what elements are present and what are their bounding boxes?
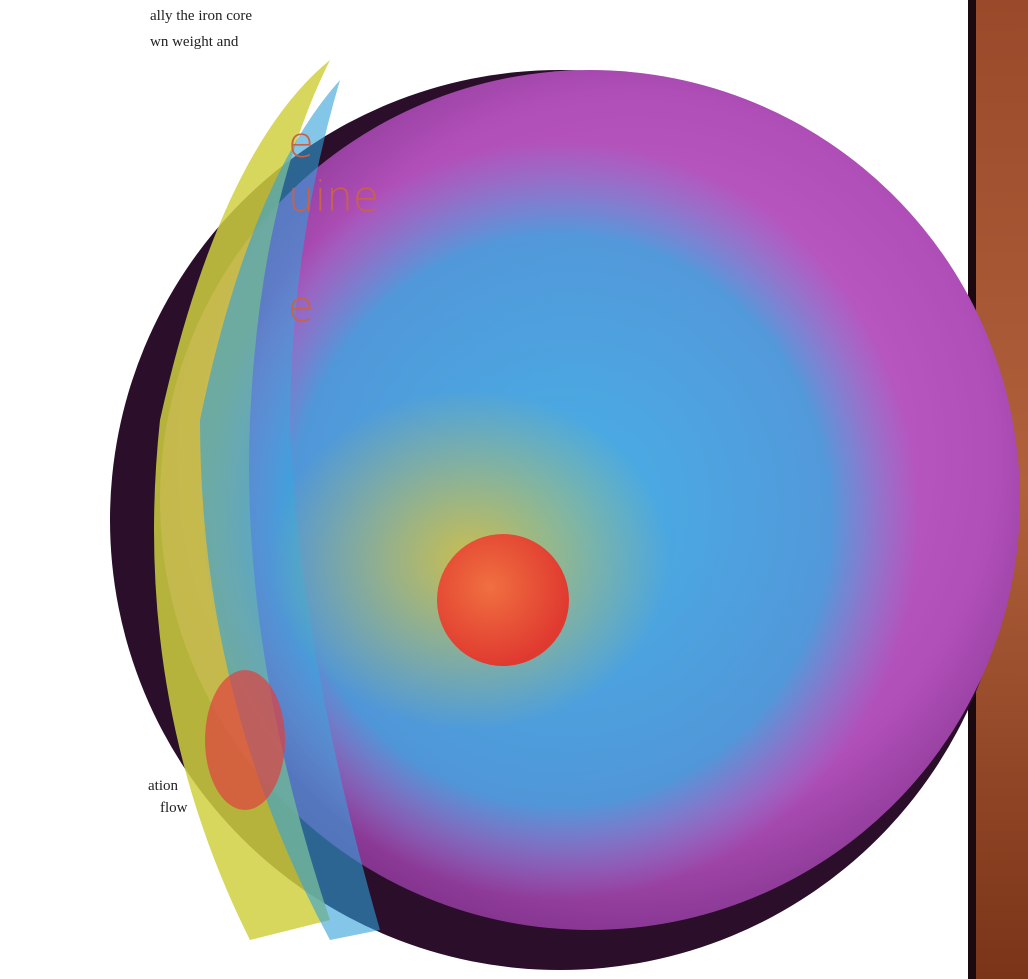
pull-quote-line: e	[288, 282, 314, 331]
body-line: flow	[160, 800, 188, 816]
body-line: ally the iron core	[150, 8, 253, 24]
pull-quote-line: e	[288, 118, 314, 167]
body-line: wn weight and	[150, 34, 239, 50]
pull-quote-line: uine	[288, 172, 379, 221]
red-patch	[205, 670, 285, 810]
body-line: ation	[148, 778, 178, 794]
core	[437, 534, 569, 666]
